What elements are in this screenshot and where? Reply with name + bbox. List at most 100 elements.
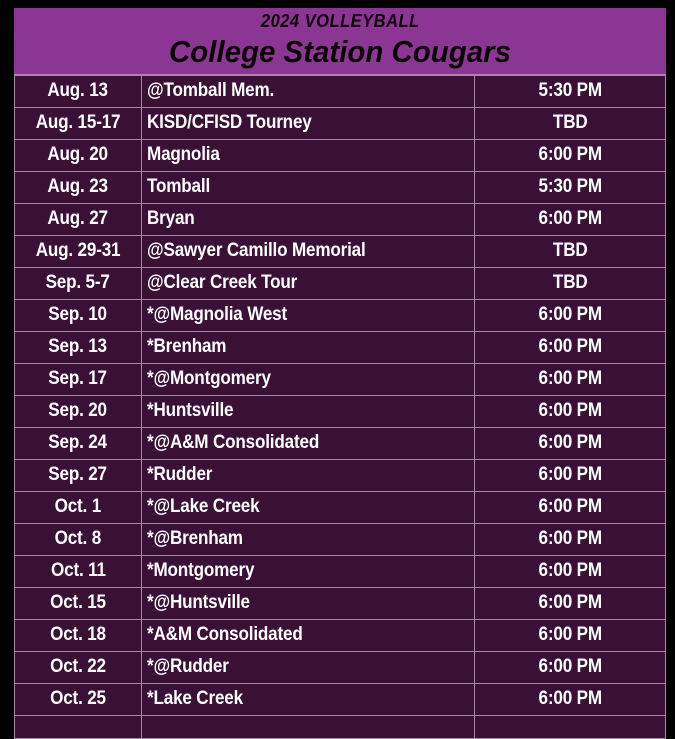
game-opponent: *Rudder	[147, 464, 213, 486]
game-date-cell: Oct. 1	[14, 490, 142, 524]
table-spacer-row	[14, 714, 666, 739]
empty-cell	[141, 714, 475, 739]
game-date: Oct. 11	[50, 560, 106, 582]
game-opponent-cell: *@Magnolia West	[141, 298, 475, 332]
game-time: TBD	[552, 240, 588, 262]
table-row: Oct. 25 *Lake Creek 6:00 PM	[14, 682, 666, 716]
game-time-cell: 6:00 PM	[474, 554, 666, 588]
game-date: Oct. 18	[50, 624, 106, 646]
game-time: 6:00 PM	[538, 304, 602, 326]
game-opponent-cell: *@Lake Creek	[141, 490, 475, 524]
game-opponent: *@Rudder	[147, 656, 229, 678]
table-row: Oct. 8 *@Brenham 6:00 PM	[14, 522, 666, 556]
game-time: 5:30 PM	[538, 80, 602, 102]
table-row: Sep. 17 *@Montgomery 6:00 PM	[14, 362, 666, 396]
table-row: Sep. 13 *Brenham 6:00 PM	[14, 330, 666, 364]
game-date-cell: Sep. 13	[14, 330, 142, 364]
game-date: Sep. 24	[48, 432, 108, 454]
game-date: Sep. 17	[48, 368, 108, 390]
game-date-cell: Aug. 20	[14, 138, 142, 172]
game-date-cell: Sep. 20	[14, 394, 142, 428]
game-time: 6:00 PM	[538, 144, 602, 166]
game-date-cell: Sep. 27	[14, 458, 142, 492]
game-time: TBD	[552, 112, 588, 134]
table-row: Sep. 24 *@A&M Consolidated 6:00 PM	[14, 426, 666, 460]
game-date: Oct. 8	[54, 528, 102, 550]
game-opponent: *A&M Consolidated	[147, 624, 303, 646]
game-time-cell: TBD	[474, 106, 666, 140]
game-opponent-cell: *@Huntsville	[141, 586, 475, 620]
game-date: Oct. 22	[50, 656, 106, 678]
game-date-cell: Oct. 18	[14, 618, 142, 652]
game-opponent: Magnolia	[147, 144, 220, 166]
empty-cell	[474, 714, 666, 739]
game-opponent-cell: *@A&M Consolidated	[141, 426, 475, 460]
game-time-cell: 6:00 PM	[474, 298, 666, 332]
game-time-cell: 6:00 PM	[474, 330, 666, 364]
game-date: Sep. 27	[48, 464, 108, 486]
game-opponent: *Lake Creek	[147, 688, 243, 710]
game-time-cell: 6:00 PM	[474, 426, 666, 460]
game-date: Sep. 5-7	[45, 272, 111, 294]
table-row: Aug. 20 Magnolia 6:00 PM	[14, 138, 666, 172]
game-opponent-cell: *Rudder	[141, 458, 475, 492]
game-date-cell: Aug. 27	[14, 202, 142, 236]
game-opponent-cell: KISD/CFISD Tourney	[141, 106, 475, 140]
game-time-cell: 6:00 PM	[474, 458, 666, 492]
table-row: Sep. 20 *Huntsville 6:00 PM	[14, 394, 666, 428]
sport-title: 2024 VOLLEYBALL	[260, 11, 420, 31]
table-row: Aug. 29-31 @Sawyer Camillo Memorial TBD	[14, 234, 666, 268]
game-time: 6:00 PM	[538, 624, 602, 646]
game-date: Sep. 10	[48, 304, 108, 326]
schedule-table: Aug. 13 @Tomball Mem. 5:30 PM Aug. 15-17 KIS…	[14, 73, 666, 739]
game-opponent-cell: *Montgomery	[141, 554, 475, 588]
game-time-cell: 6:00 PM	[474, 618, 666, 652]
game-opponent: *@Brenham	[147, 528, 243, 550]
game-time: 6:00 PM	[538, 208, 602, 230]
team-title: College Station Cougars	[168, 34, 511, 69]
game-opponent-cell: *A&M Consolidated	[141, 618, 475, 652]
game-time: TBD	[552, 272, 588, 294]
game-opponent: *@Huntsville	[147, 592, 250, 614]
game-time: 6:00 PM	[538, 592, 602, 614]
game-time-cell: 5:30 PM	[474, 74, 666, 108]
table-row: Aug. 23 Tomball 5:30 PM	[14, 170, 666, 204]
game-time-cell: 6:00 PM	[474, 650, 666, 684]
game-date: Sep. 20	[48, 400, 108, 422]
game-opponent-cell: Bryan	[141, 202, 475, 236]
game-opponent-cell: *Brenham	[141, 330, 475, 364]
game-opponent: KISD/CFISD Tourney	[147, 112, 312, 134]
table-row: Aug. 27 Bryan 6:00 PM	[14, 202, 666, 236]
table-row: Aug. 13 @Tomball Mem. 5:30 PM	[14, 74, 666, 108]
game-time: 6:00 PM	[538, 400, 602, 422]
game-date: Aug. 27	[47, 208, 109, 230]
team-title-bar: College Station Cougars	[14, 35, 666, 74]
game-opponent: *@A&M Consolidated	[147, 432, 320, 454]
game-time: 6:00 PM	[538, 336, 602, 358]
game-opponent-cell: @Clear Creek Tour	[141, 266, 475, 300]
game-opponent: *Montgomery	[147, 560, 255, 582]
game-date-cell: Oct. 22	[14, 650, 142, 684]
table-row: Oct. 11 *Montgomery 6:00 PM	[14, 554, 666, 588]
game-opponent-cell: *@Montgomery	[141, 362, 475, 396]
game-date-cell: Oct. 8	[14, 522, 142, 556]
game-time-cell: 5:30 PM	[474, 170, 666, 204]
game-opponent-cell: *@Rudder	[141, 650, 475, 684]
game-date: Oct. 15	[50, 592, 106, 614]
game-time: 6:00 PM	[538, 496, 602, 518]
table-row: Sep. 27 *Rudder 6:00 PM	[14, 458, 666, 492]
game-time-cell: 6:00 PM	[474, 522, 666, 556]
game-date-cell: Oct. 15	[14, 586, 142, 620]
game-opponent: *@Magnolia West	[147, 304, 288, 326]
game-time: 6:00 PM	[538, 432, 602, 454]
game-time-cell: TBD	[474, 234, 666, 268]
game-date: Sep. 13	[48, 336, 108, 358]
game-opponent: Bryan	[147, 208, 195, 230]
schedule-table-body: Aug. 13 @Tomball Mem. 5:30 PM Aug. 15-17 KIS…	[14, 74, 666, 739]
table-row: Oct. 1 *@Lake Creek 6:00 PM	[14, 490, 666, 524]
game-date-cell: Sep. 10	[14, 298, 142, 332]
game-opponent-cell: *@Brenham	[141, 522, 475, 556]
game-date: Oct. 25	[50, 688, 106, 710]
game-date: Aug. 23	[47, 176, 109, 198]
game-time-cell: 6:00 PM	[474, 362, 666, 396]
